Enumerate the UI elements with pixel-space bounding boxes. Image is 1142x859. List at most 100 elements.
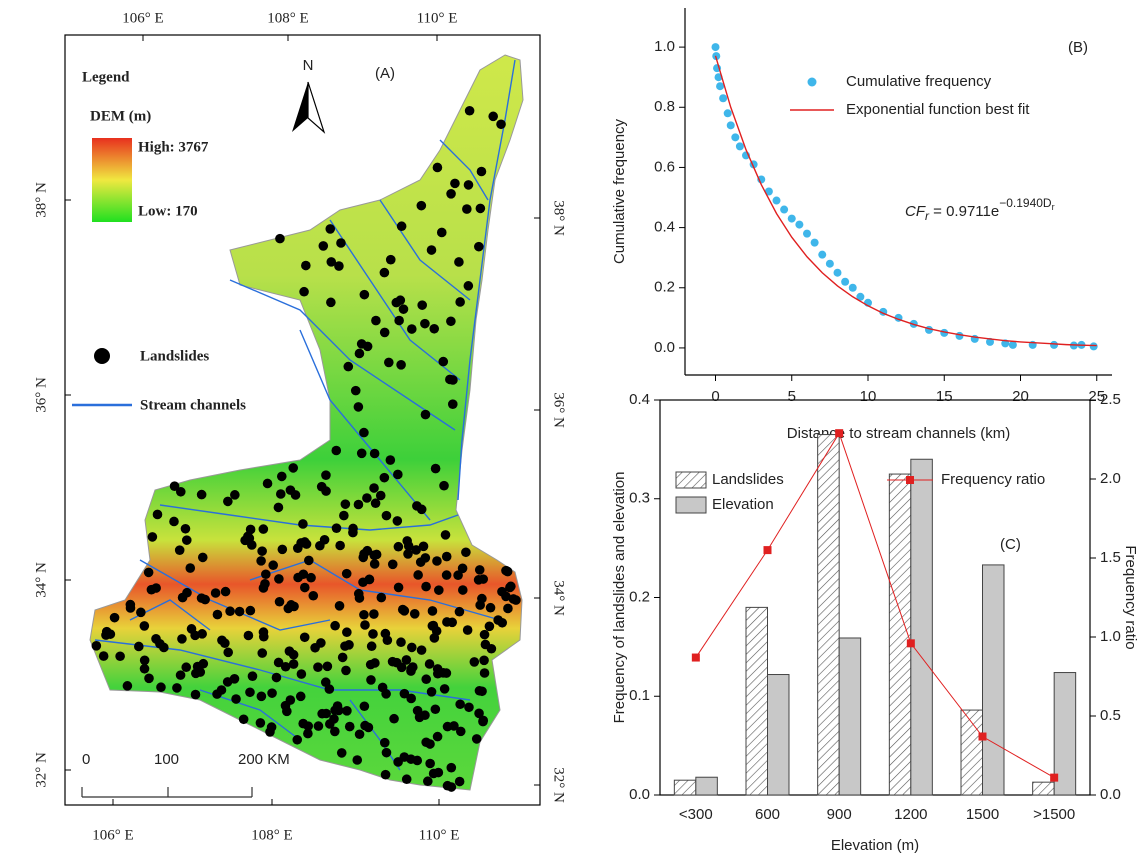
landslide-point <box>406 642 417 653</box>
landslide-point <box>125 603 136 613</box>
dem-color-bar <box>92 138 132 222</box>
landslide-point <box>344 721 355 732</box>
landslide-point <box>258 524 269 534</box>
landslide-point <box>277 544 288 555</box>
landslide-point <box>238 714 249 725</box>
bar <box>1053 672 1077 796</box>
landslide-point <box>98 651 109 661</box>
data-point <box>719 94 728 103</box>
landslide-point <box>360 620 370 630</box>
stream-channel <box>457 59 516 501</box>
landslide-point <box>225 606 235 617</box>
landslide-point <box>379 737 390 748</box>
landslide-point <box>330 705 340 716</box>
landslide-point <box>256 691 267 702</box>
y2-tick-label: 2.0 <box>1100 470 1121 487</box>
data-point <box>810 238 819 247</box>
landslide-point <box>273 657 284 668</box>
landslide-point <box>458 585 468 595</box>
y2-tick-label: 0.5 <box>1100 707 1121 724</box>
landslide-point <box>334 261 344 271</box>
lat-label: 34° N <box>551 580 567 616</box>
landslide-point <box>389 713 399 724</box>
landslide-point <box>471 734 482 744</box>
landslide-point <box>217 635 227 646</box>
landslide-point <box>393 469 403 480</box>
landslide-point <box>385 254 396 265</box>
x-tick-label: 5 <box>788 388 796 405</box>
bar <box>1032 781 1055 796</box>
y2-tick-label: 1.0 <box>1100 628 1121 645</box>
landslide-point <box>271 672 282 683</box>
landslide-point <box>329 714 339 724</box>
ratio-marker <box>835 429 844 438</box>
landslide-point <box>363 722 374 733</box>
landslide-point <box>348 523 358 534</box>
landslide-point <box>488 111 498 122</box>
y-tick-label: 0.2 <box>654 279 675 296</box>
landslide-point <box>335 540 345 551</box>
landslide-point <box>369 559 380 569</box>
y-tick-label: 0.0 <box>654 339 675 356</box>
landslide-point <box>354 593 365 603</box>
lat-label: 34° N <box>33 562 49 598</box>
landslide-point <box>407 662 418 672</box>
landslide-point <box>197 552 208 563</box>
ratio-marker <box>978 732 987 741</box>
lon-label: 106° E <box>92 827 133 843</box>
landslide-point <box>282 706 292 717</box>
panel-label: (B) <box>1068 39 1088 56</box>
landslide-point <box>474 708 484 719</box>
landslide-point <box>412 755 423 766</box>
landslide-point <box>480 639 491 650</box>
lat-label: 32° N <box>33 752 49 788</box>
landslide-point <box>416 200 427 211</box>
landslide-point <box>274 574 284 584</box>
landslide-point <box>143 567 154 578</box>
landslide-point <box>133 641 144 652</box>
landslide-point <box>503 603 513 614</box>
landslide-point <box>401 655 412 665</box>
y-tick-label: 0.2 <box>629 588 650 605</box>
landslide-point <box>256 556 266 566</box>
landslide-point <box>243 630 254 641</box>
data-point <box>833 268 842 277</box>
landslide-point <box>411 545 421 555</box>
data-point <box>772 196 781 205</box>
legend-label: Elevation <box>712 496 774 513</box>
landslide-point <box>330 726 340 737</box>
landslide-point <box>511 595 521 605</box>
equation-part: −0.1940D <box>999 196 1052 210</box>
x-tick-label: >1500 <box>1033 806 1075 823</box>
landslide-point <box>109 612 120 623</box>
scale-label: 100 <box>154 751 179 768</box>
lat-label: 36° N <box>33 377 49 413</box>
landslide-point <box>181 662 192 673</box>
data-point <box>825 259 834 268</box>
landslide-point <box>321 470 331 480</box>
landslide-point <box>384 357 394 368</box>
bar <box>982 564 1005 796</box>
bar <box>817 434 840 796</box>
data-point <box>803 229 811 238</box>
landslide-point <box>398 304 409 314</box>
landslide-point <box>354 348 365 359</box>
landslide-point <box>276 471 287 482</box>
x-tick-label: 0 <box>711 388 719 405</box>
landslide-point <box>190 689 201 700</box>
landslide-point <box>299 632 310 643</box>
lon-label: 110° E <box>419 827 460 843</box>
y-tick-label: 1.0 <box>654 38 675 55</box>
landslide-point <box>381 510 392 521</box>
bar <box>673 779 697 796</box>
landslide-point <box>432 731 443 742</box>
landslide-point <box>105 629 116 639</box>
data-point <box>731 133 740 142</box>
lon-label: 108° E <box>267 10 308 26</box>
scale-label: 0 <box>82 751 90 768</box>
landslide-point <box>181 535 192 545</box>
data-point <box>723 109 732 118</box>
data-point <box>764 187 773 196</box>
landslide-point <box>350 385 361 396</box>
y-axis-label: Frequency of landslides and elevation <box>611 472 628 724</box>
